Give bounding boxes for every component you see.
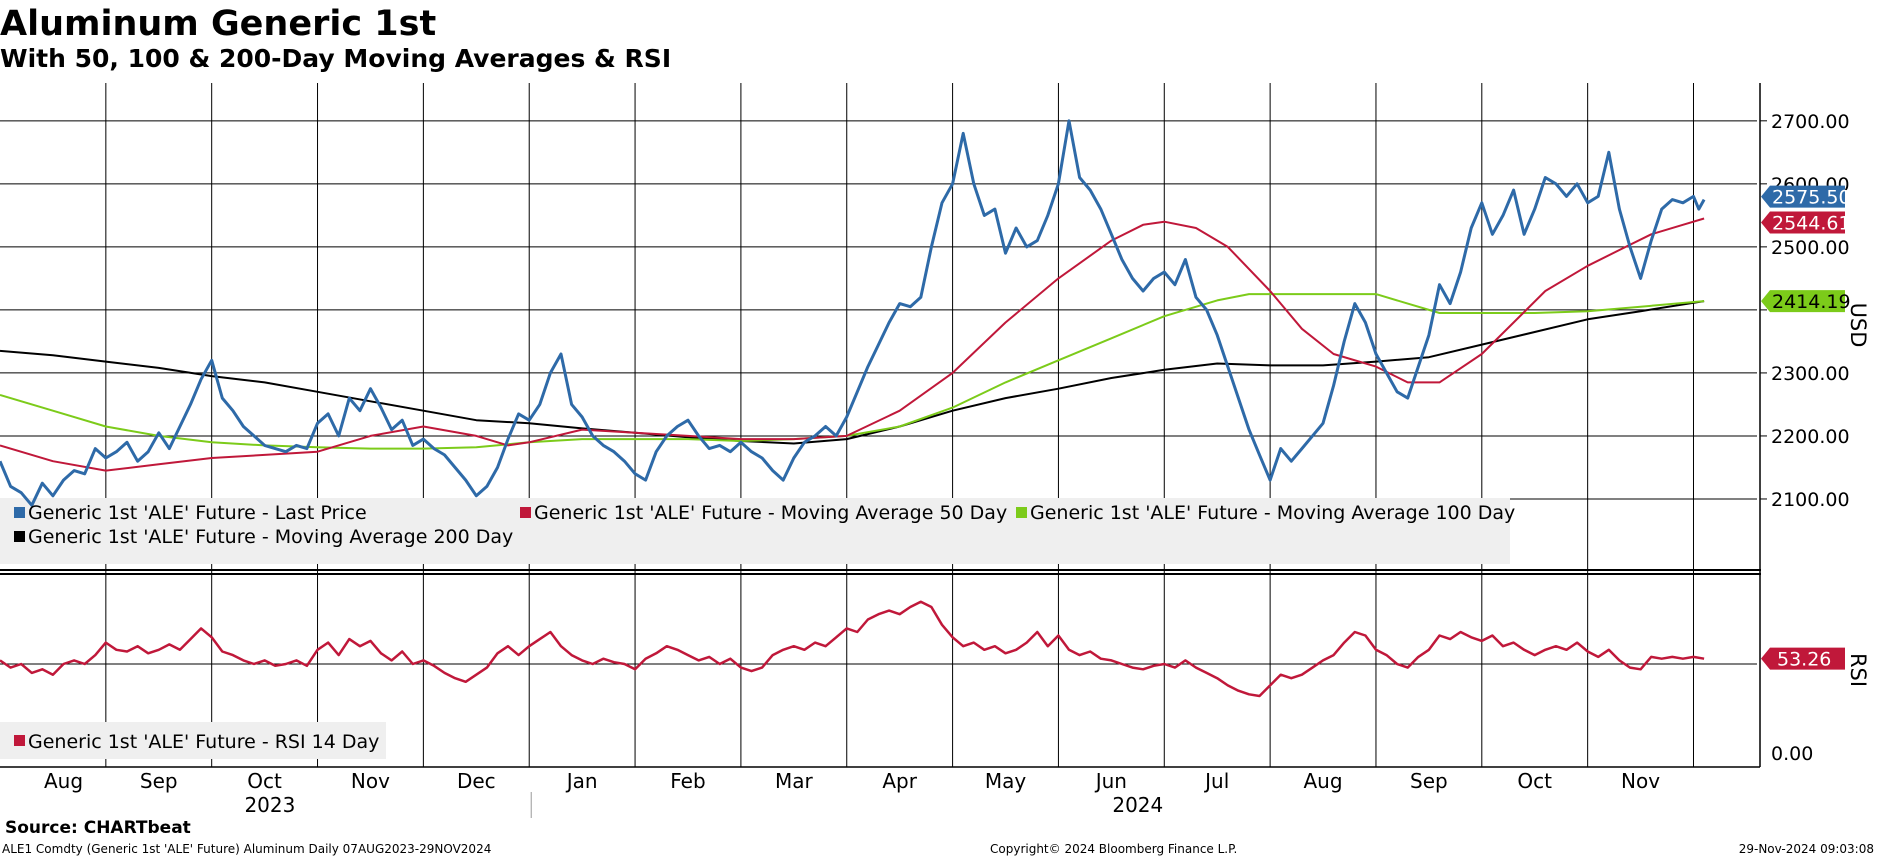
legend-label-price: Generic 1st 'ALE' Future - Last Price — [28, 502, 367, 524]
legend-label-ma100: Generic 1st 'ALE' Future - Moving Averag… — [1030, 502, 1515, 524]
legend-label-ma50: Generic 1st 'ALE' Future - Moving Averag… — [534, 502, 1007, 524]
legend-swatch-ma200 — [14, 531, 25, 542]
last-value-label-rsi: 53.26 — [1777, 649, 1831, 671]
series-line-price — [0, 119, 1706, 507]
last-value-label: 2544.61 — [1772, 213, 1851, 235]
copyright: Copyright© 2024 Bloomberg Finance L.P. — [990, 842, 1238, 856]
x-tick-label: Nov — [1621, 769, 1660, 793]
legend-swatch-price — [14, 507, 25, 518]
x-tick-label: Jun — [1094, 769, 1127, 793]
legend-swatch-ma50 — [520, 507, 531, 518]
legend-label-rsi: Generic 1st 'ALE' Future - RSI 14 Day — [28, 731, 379, 753]
x-tick-label: Nov — [351, 769, 390, 793]
y-axis-title-rsi: RSI — [1846, 653, 1870, 687]
last-value-badge-rsi — [1761, 647, 1845, 670]
x-tick-label: Apr — [882, 769, 917, 793]
series-line-ma50 — [0, 217, 1705, 472]
timestamp: 29-Nov-2024 09:03:08 — [1738, 842, 1874, 856]
last-value-label: 2414.19 — [1772, 291, 1851, 313]
price-tick-label: 2100.00 — [1771, 489, 1850, 511]
x-tick-label: Mar — [775, 769, 814, 793]
y-axis-title-usd: USD — [1846, 303, 1870, 348]
x-tick-label: Jul — [1203, 769, 1229, 793]
series-line-rsi — [0, 600, 1705, 698]
x-tick-label: Oct — [247, 769, 282, 793]
source-label: Source: CHARTbeat — [5, 818, 191, 838]
series-line-ma200 — [0, 300, 1705, 445]
legend-label-ma200: Generic 1st 'ALE' Future - Moving Averag… — [28, 526, 513, 548]
price-tick-label: 2200.00 — [1771, 426, 1850, 448]
x-tick-label: May — [985, 769, 1027, 793]
last-value-badge — [1761, 211, 1845, 234]
price-tick-label: 2700.00 — [1771, 111, 1850, 133]
x-year-label: 2023 — [244, 793, 295, 817]
x-tick-label: Sep — [140, 769, 178, 793]
ticker-info: ALE1 Comdty (Generic 1st 'ALE' Future) A… — [2, 842, 492, 856]
legend-swatch-ma100 — [1016, 507, 1027, 518]
series-line-ma100 — [0, 293, 1705, 450]
x-tick-label: Sep — [1410, 769, 1448, 793]
x-tick-label: Jan — [565, 769, 598, 793]
chart-subtitle: With 50, 100 & 200-Day Moving Averages &… — [0, 44, 672, 73]
legend-swatch-rsi — [14, 735, 25, 746]
price-legend-box — [0, 498, 1510, 564]
chart-title: Aluminum Generic 1st — [0, 4, 437, 44]
rsi-legend-box — [0, 722, 386, 759]
x-year-label: 2024 — [1112, 793, 1163, 817]
price-tick-label: 2500.00 — [1771, 237, 1850, 259]
last-value-badge — [1761, 185, 1845, 208]
x-tick-label: Dec — [457, 769, 496, 793]
x-tick-label: Oct — [1517, 769, 1552, 793]
rsi-tick-label: 0.00 — [1771, 743, 1813, 765]
x-tick-label: Aug — [44, 769, 83, 793]
price-tick-label: 2300.00 — [1771, 363, 1850, 385]
last-value-label: 2575.50 — [1772, 187, 1851, 209]
x-tick-label: Aug — [1304, 769, 1343, 793]
last-value-badge — [1761, 290, 1845, 313]
x-tick-label: Feb — [670, 769, 705, 793]
